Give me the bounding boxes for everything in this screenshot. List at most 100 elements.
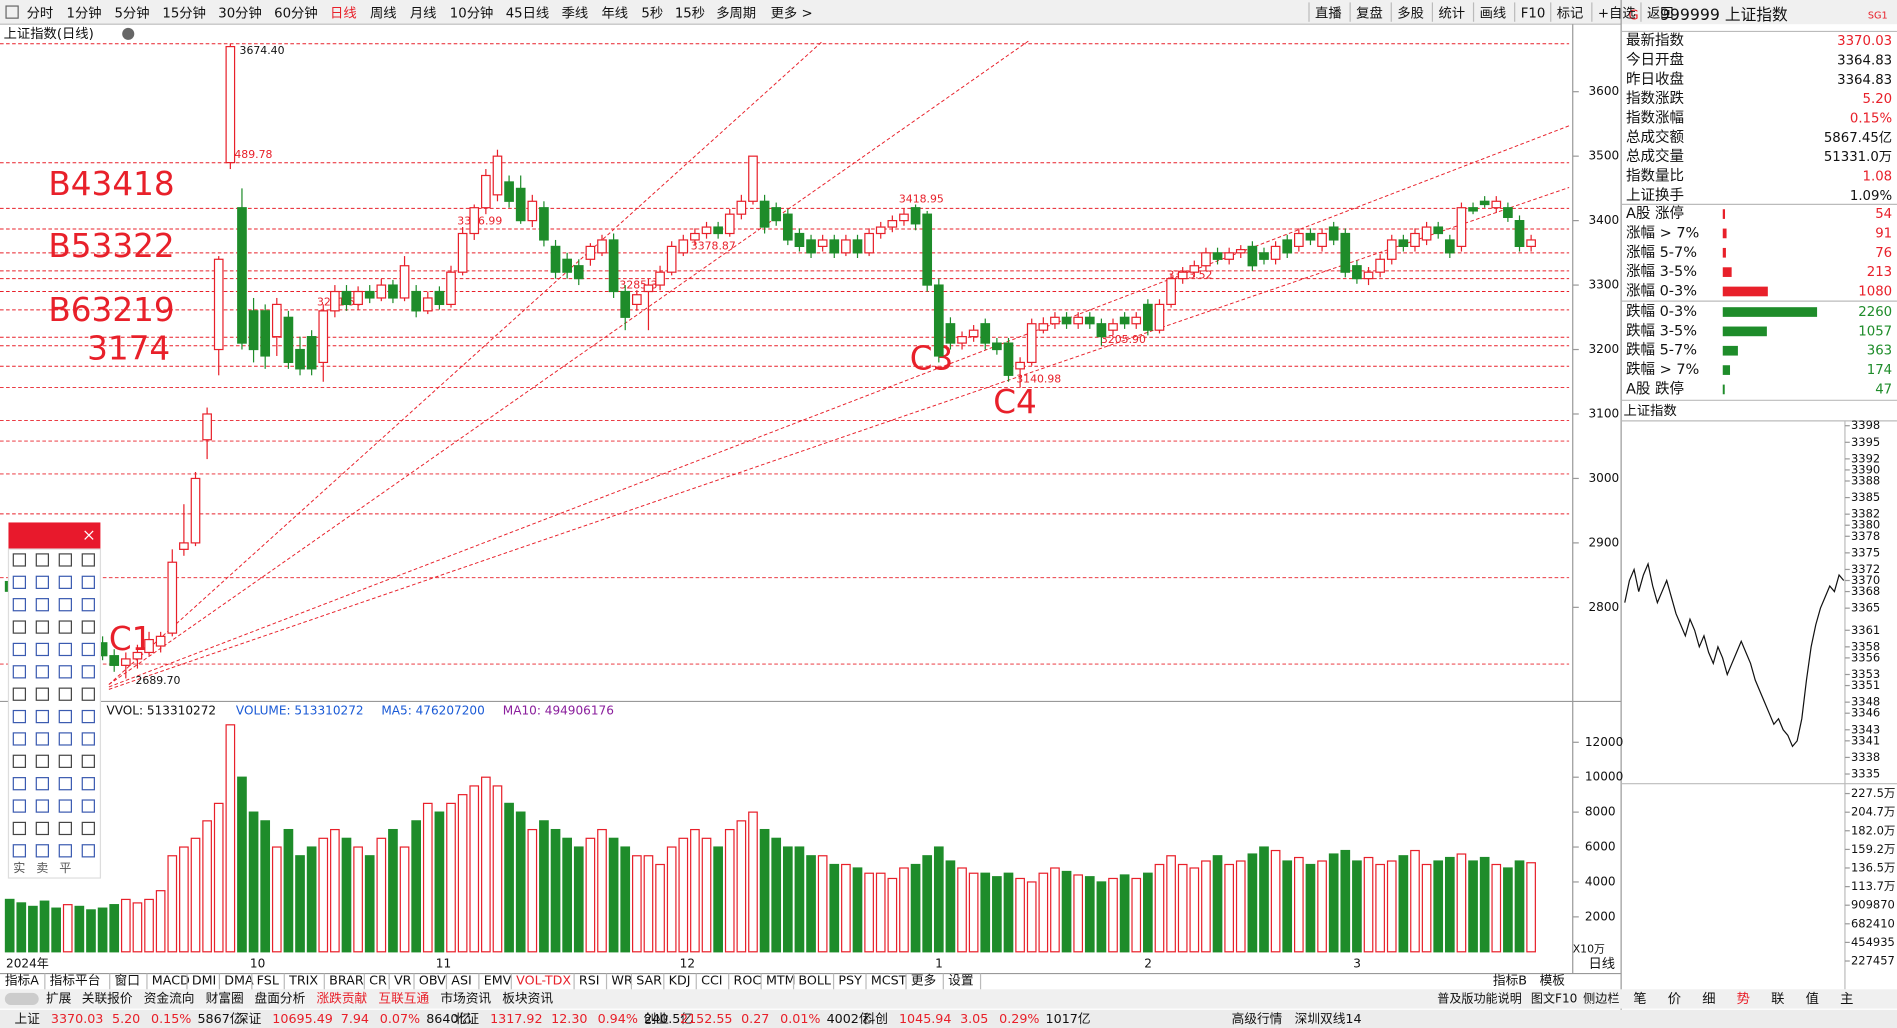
draw-tool[interactable] bbox=[12, 821, 27, 836]
tool-button[interactable]: F10 bbox=[1521, 6, 1546, 21]
draw-tool[interactable] bbox=[58, 665, 72, 679]
side-tab[interactable]: 势 bbox=[1737, 991, 1750, 1007]
draw-tool[interactable] bbox=[12, 777, 27, 791]
draw-tool[interactable] bbox=[12, 575, 27, 589]
tool-button[interactable]: 返回 bbox=[1647, 5, 1674, 21]
indicator-tab[interactable]: DMA bbox=[224, 972, 254, 987]
indicator-tab[interactable]: ASI bbox=[451, 972, 471, 987]
draw-button[interactable]: 平 bbox=[59, 861, 71, 875]
period-tab[interactable]: 年线 bbox=[602, 5, 629, 21]
draw-tool[interactable] bbox=[35, 777, 49, 791]
side-tab[interactable]: 联 bbox=[1771, 991, 1784, 1007]
draw-tool[interactable] bbox=[81, 844, 95, 858]
dropdown[interactable] bbox=[122, 27, 135, 40]
draw-tool[interactable] bbox=[81, 732, 95, 746]
draw-tool[interactable] bbox=[81, 754, 95, 768]
indicator-tab[interactable]: MACD bbox=[152, 972, 190, 987]
draw-tool[interactable] bbox=[81, 777, 95, 791]
draw-tool[interactable] bbox=[12, 844, 27, 858]
draw-tool[interactable] bbox=[12, 799, 27, 813]
draw-tool[interactable] bbox=[81, 642, 95, 657]
tool-button[interactable]: +自选 bbox=[1598, 5, 1636, 21]
side-tab[interactable]: 笔 bbox=[1633, 991, 1646, 1007]
period-tab[interactable]: 10分钟 bbox=[450, 4, 494, 21]
tool-button[interactable]: 复盘 bbox=[1356, 4, 1383, 21]
draw-tool[interactable] bbox=[58, 754, 72, 768]
side-tab[interactable]: 价 bbox=[1668, 992, 1681, 1007]
draw-tool[interactable] bbox=[35, 754, 49, 768]
bottom-tab[interactable]: 关联报价 bbox=[82, 990, 133, 1005]
draw-tool[interactable] bbox=[35, 844, 49, 858]
draw-tool[interactable] bbox=[12, 553, 27, 567]
period-tab[interactable]: 60分钟 bbox=[274, 4, 318, 21]
draw-tool[interactable] bbox=[12, 754, 27, 768]
indicator-tab[interactable]: FSL bbox=[257, 972, 279, 987]
indicator-tab[interactable]: 模板 bbox=[1540, 972, 1566, 987]
indicator-tab[interactable]: MTM bbox=[766, 972, 796, 987]
bottom-link[interactable]: 侧边栏 bbox=[1583, 990, 1619, 1005]
draw-tool[interactable] bbox=[12, 687, 27, 701]
draw-tool[interactable] bbox=[12, 732, 27, 746]
status-item[interactable]: 高级行情 bbox=[1232, 1011, 1283, 1026]
draw-tool[interactable] bbox=[35, 709, 49, 724]
draw-tool[interactable] bbox=[81, 821, 95, 836]
period-tab[interactable]: 45日线 bbox=[506, 5, 550, 21]
period-tab[interactable]: 15分钟 bbox=[162, 4, 206, 21]
indicator-tab[interactable]: PSY bbox=[838, 972, 862, 987]
draw-button[interactable]: 实 bbox=[13, 860, 25, 875]
draw-tool[interactable] bbox=[58, 844, 72, 858]
indicator-tab[interactable]: MCST bbox=[871, 972, 907, 987]
tool-button[interactable]: 统计 bbox=[1438, 5, 1465, 21]
draw-tool[interactable] bbox=[58, 709, 72, 724]
indicator-tab[interactable]: VR bbox=[394, 972, 412, 987]
tool-button[interactable]: 多股 bbox=[1397, 4, 1424, 21]
period-tab[interactable]: 周线 bbox=[370, 5, 397, 21]
draw-button[interactable]: 卖 bbox=[36, 861, 48, 875]
indicator-tab[interactable]: CCI bbox=[701, 972, 722, 987]
side-tab[interactable]: 主 bbox=[1840, 991, 1853, 1007]
draw-tool[interactable] bbox=[12, 709, 27, 724]
draw-tool[interactable] bbox=[58, 575, 72, 589]
tool-button[interactable]: 直播 bbox=[1315, 5, 1342, 21]
indicator-tab[interactable]: VOL-TDX bbox=[516, 972, 571, 987]
bottom-tab[interactable]: 板块资讯 bbox=[502, 990, 553, 1005]
bottom-link[interactable]: 图文F10 bbox=[1531, 990, 1577, 1005]
period-tab[interactable]: 15秒 bbox=[675, 5, 705, 21]
draw-tool[interactable] bbox=[58, 642, 72, 657]
draw-tool[interactable] bbox=[58, 598, 72, 612]
indicator-tab[interactable]: SAR bbox=[636, 972, 662, 987]
draw-tool[interactable] bbox=[81, 575, 95, 589]
draw-tool[interactable] bbox=[81, 799, 95, 813]
draw-tool[interactable] bbox=[58, 732, 72, 746]
indicator-tab[interactable]: 指标A bbox=[5, 972, 39, 987]
draw-tool[interactable] bbox=[12, 642, 27, 657]
draw-tool[interactable] bbox=[35, 642, 49, 657]
indicator-tab[interactable]: TRIX bbox=[288, 972, 318, 987]
draw-tool[interactable] bbox=[58, 799, 72, 813]
draw-tool[interactable] bbox=[35, 732, 49, 746]
indicator-tab[interactable]: OBV bbox=[419, 972, 446, 987]
draw-tool[interactable] bbox=[35, 575, 49, 589]
indicator-tab[interactable]: 指标平台 bbox=[50, 972, 101, 987]
period-tab[interactable]: 日线 bbox=[330, 5, 357, 21]
indicator-tab[interactable]: 窗口 bbox=[115, 972, 140, 987]
draw-tool[interactable] bbox=[81, 620, 95, 634]
period-tab[interactable]: 30分钟 bbox=[218, 4, 262, 21]
bottom-tab[interactable]: 盘面分析 bbox=[255, 990, 306, 1005]
bottom-tab[interactable]: 互联互通 bbox=[378, 990, 429, 1005]
draw-tool[interactable] bbox=[81, 665, 95, 679]
draw-tool[interactable] bbox=[58, 821, 72, 836]
draw-tool[interactable] bbox=[81, 598, 95, 612]
indicator-tab[interactable]: ROC bbox=[734, 972, 762, 987]
indicator-tab[interactable]: EMV bbox=[484, 972, 512, 987]
period-tab[interactable]: 5分钟 bbox=[114, 4, 149, 21]
draw-tool[interactable] bbox=[81, 553, 95, 567]
period-tab[interactable]: 月线 bbox=[410, 5, 437, 21]
indicator-tab[interactable]: WR bbox=[611, 972, 633, 987]
draw-tool[interactable] bbox=[35, 553, 49, 567]
period-tab[interactable]: 1分钟 bbox=[67, 4, 102, 21]
indicator-tab[interactable]: DMI bbox=[192, 972, 216, 987]
draw-tool[interactable] bbox=[81, 687, 95, 701]
period-tab[interactable]: 5秒 bbox=[641, 5, 663, 21]
bottom-tab[interactable]: 涨跌贡献 bbox=[316, 990, 367, 1005]
